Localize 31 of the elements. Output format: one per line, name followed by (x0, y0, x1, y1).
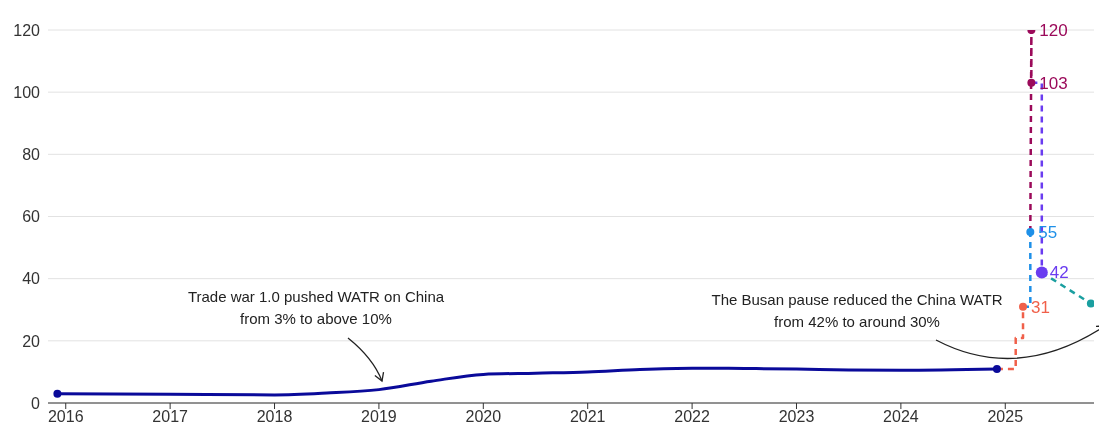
y-tick-label: 80 (22, 146, 41, 164)
y-tick-label: 60 (22, 208, 41, 226)
data-label: 31 (1031, 297, 1050, 317)
annotation: The Busan pause reduced the China WATR from 42% to around 30% (711, 291, 1003, 330)
point (1027, 78, 1036, 87)
point (1019, 302, 1028, 311)
x-tick-label: 2022 (674, 408, 710, 426)
data-label: 103 (1039, 73, 1068, 93)
x-tick-label: 2020 (465, 408, 502, 426)
y-tick-label: 40 (22, 270, 41, 288)
point (1086, 299, 1094, 308)
x-tick-label: 2021 (569, 408, 606, 426)
point (53, 389, 62, 398)
data-label: 120 (1039, 20, 1068, 40)
point (992, 365, 1001, 374)
annotation: Trade war 1.0 pushed WATR on China from 3% to above 10% (187, 288, 445, 327)
x-tick-label: 2019 (361, 408, 397, 426)
point (1026, 228, 1035, 237)
x-tick-label: 2017 (152, 408, 189, 426)
x-tick-label: 2024 (883, 408, 919, 426)
y-tick-label: 0 (31, 394, 41, 412)
point (1035, 266, 1048, 279)
y-tick-label: 100 (13, 83, 41, 101)
y-tick-label: 20 (22, 332, 41, 350)
x-tick-label: 2023 (778, 408, 815, 426)
x-tick-label: 2018 (256, 408, 293, 426)
data-label: 42 (1049, 263, 1069, 283)
data-label: 55 (1038, 222, 1058, 242)
y-tick-label: 120 (13, 21, 41, 39)
x-tick-label: 2016 (47, 408, 84, 426)
x-tick-label: 2025 (987, 408, 1024, 426)
